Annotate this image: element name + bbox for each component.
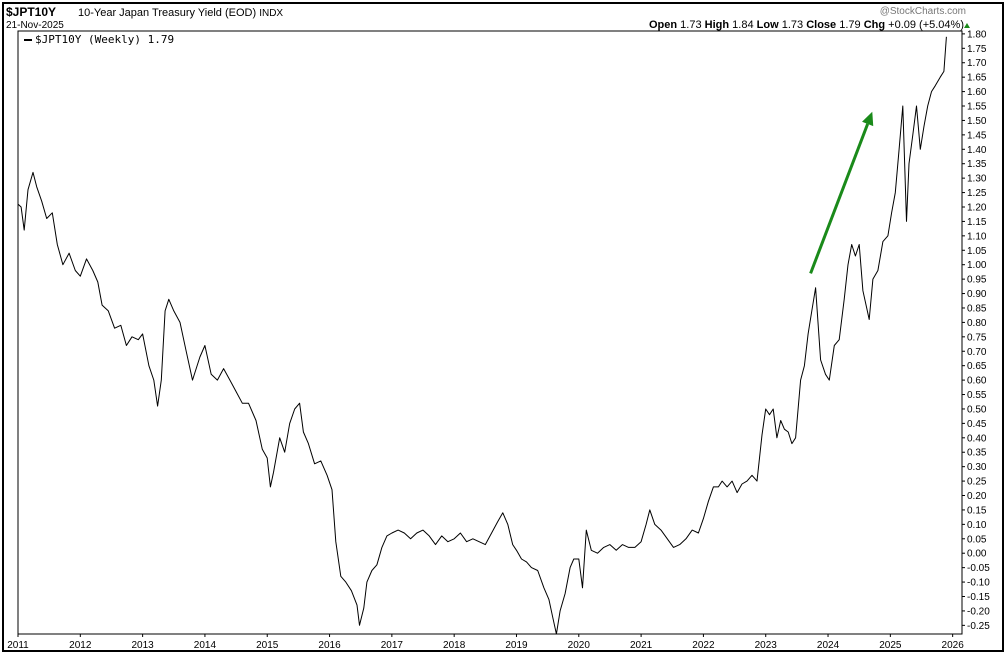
y-tick-label: 0.75: [967, 332, 987, 343]
x-tick-label: 2017: [381, 640, 404, 651]
y-tick-label: 1.35: [967, 159, 987, 170]
y-tick-label: 1.45: [967, 130, 987, 141]
x-tick-label: 2022: [692, 640, 715, 651]
y-tick-label: 1.10: [967, 231, 987, 242]
series-line-0: [17, 36, 947, 635]
y-tick-label: 0.95: [967, 275, 987, 286]
y-tick-label: 1.50: [967, 116, 987, 127]
y-tick-label: 0.10: [967, 520, 987, 531]
y-tick-label: 1.80: [967, 29, 987, 40]
y-tick-label: 0.15: [967, 505, 987, 516]
instrument-name: 10-Year Japan Treasury Yield (EOD) INDX: [78, 7, 283, 19]
x-tick-label: 2011: [7, 640, 29, 651]
y-tick-label: -0.10: [967, 578, 990, 589]
y-tick-label: 0.50: [967, 404, 987, 415]
y-tick-label: 0.35: [967, 448, 987, 459]
y-tick-label: 1.30: [967, 174, 987, 185]
ohlc-readout: Open 1.73 High 1.84 Low 1.73 Close 1.79 …: [649, 19, 964, 31]
exchange-label: INDX: [259, 8, 284, 19]
x-tick-label: 2026: [942, 640, 965, 651]
y-tick-label: 1.15: [967, 217, 987, 228]
y-tick-label: 0.80: [967, 318, 987, 329]
open-label: Open: [648, 19, 678, 31]
instrument-description: 10-Year Japan Treasury Yield (EOD): [78, 7, 257, 19]
y-tick-label: 0.00: [967, 549, 987, 560]
series-legend: $JPT10Y (Weekly) 1.79: [24, 33, 174, 46]
y-tick-label: -0.25: [967, 621, 990, 632]
plot-area: [17, 30, 963, 635]
y-tick-label: 0.90: [967, 289, 987, 300]
y-axis: 1.80 1.75 1.70 1.65 1.60 1.55 1.50 1.45 1.40 1.35…: [962, 29, 990, 632]
y-tick-label: -0.05: [967, 563, 990, 574]
y-tick-label: 1.20: [967, 202, 987, 213]
y-tick-label: 0.55: [967, 390, 987, 401]
trend-arrow-shaft: [809, 123, 870, 274]
y-tick-label: 1.00: [967, 260, 987, 271]
y-tick-label: -0.15: [967, 592, 990, 603]
x-tick-label: 2012: [69, 640, 92, 651]
close-label: Close: [806, 19, 837, 31]
y-tick-label: 1.60: [967, 87, 987, 98]
legend-text: $JPT10Y (Weekly) 1.79: [35, 33, 175, 46]
high-label: High: [704, 19, 730, 31]
x-tick-label: 2014: [194, 640, 217, 651]
chart-date: 21-Nov-2025: [6, 20, 64, 31]
close-value: 1.79: [839, 19, 861, 31]
x-tick-label: 2013: [131, 640, 154, 651]
x-tick-label: 2025: [879, 640, 902, 651]
x-axis: 2011 2012 2013 2014 2015 2016 2017 2018 2019 2020…: [7, 634, 964, 651]
y-tick-label: 0.25: [967, 477, 987, 488]
y-tick-label: 0.85: [967, 303, 987, 314]
y-tick-label: 0.45: [967, 419, 987, 430]
open-value: 1.73: [680, 19, 702, 31]
y-tick-label: 1.40: [967, 145, 987, 156]
series-layer: [17, 36, 947, 635]
y-tick-label: 1.65: [967, 73, 987, 84]
y-tick-label: 1.70: [967, 58, 987, 69]
brand-watermark: @StockCharts.com: [879, 6, 966, 17]
low-label: Low: [756, 19, 779, 31]
chg-value: +0.09 (+5.04%): [888, 19, 964, 31]
y-tick-label: 1.75: [967, 44, 987, 55]
x-tick-label: 2016: [318, 640, 341, 651]
high-value: 1.84: [732, 19, 754, 31]
x-tick-label: 2024: [817, 640, 840, 651]
x-tick-label: 2019: [505, 640, 528, 651]
trend-arrow-head: [862, 111, 874, 127]
legend-line-swatch: [24, 39, 32, 41]
x-tick-label: 2020: [568, 640, 591, 651]
y-tick-label: 1.55: [967, 102, 987, 113]
y-tick-label: 0.70: [967, 347, 987, 358]
annotation-layer: [809, 111, 874, 274]
y-tick-label: 0.40: [967, 433, 987, 444]
symbol-title: $JPT10Y: [6, 5, 57, 19]
up-triangle-icon: [964, 23, 970, 28]
y-tick-label: 1.25: [967, 188, 987, 199]
x-tick-label: 2023: [755, 640, 778, 651]
y-tick-label: 1.05: [967, 246, 987, 257]
y-tick-label: 0.20: [967, 491, 987, 502]
y-tick-label: -0.20: [967, 606, 990, 617]
x-tick-label: 2018: [443, 640, 466, 651]
y-tick-label: 0.05: [967, 534, 987, 545]
y-tick-label: 0.30: [967, 462, 987, 473]
x-tick-label: 2021: [630, 640, 653, 651]
y-tick-label: 0.65: [967, 361, 987, 372]
chg-label: Chg: [863, 19, 886, 31]
low-value: 1.73: [781, 19, 804, 31]
y-tick-label: 0.60: [967, 376, 987, 387]
plot-border: [17, 30, 963, 635]
x-tick-label: 2015: [256, 640, 279, 651]
